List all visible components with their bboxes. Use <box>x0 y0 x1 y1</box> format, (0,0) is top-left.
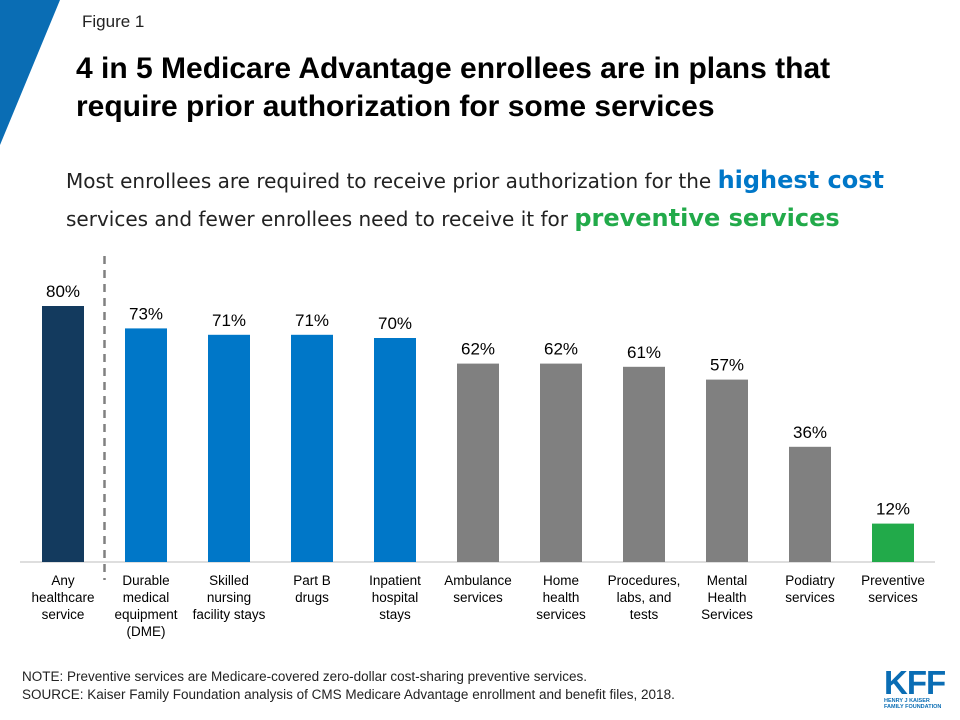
footnotes: NOTE: Preventive services are Medicare-c… <box>22 668 675 704</box>
value-label-6: 62% <box>544 340 578 359</box>
bar-7 <box>623 366 665 562</box>
kff-logo-line-1: HENRY J KAISER <box>884 698 930 704</box>
bar-2 <box>208 334 250 562</box>
chart-subtitle: Most enrollees are required to receive p… <box>66 162 946 238</box>
kff-logo-mark: KFF <box>884 664 946 701</box>
bar-3 <box>291 334 333 562</box>
subtitle-highlight-highest-cost: highest cost <box>717 166 885 194</box>
subtitle-highlight-preventive: preventive services <box>574 204 840 232</box>
bar-1 <box>125 328 167 562</box>
subtitle-part-1: Most enrollees are required to receive p… <box>66 169 718 193</box>
category-label-9: Podiatry services <box>785 573 835 605</box>
value-label-2: 71% <box>212 311 246 330</box>
corner-accent-triangle <box>0 0 60 145</box>
category-label-10: Preventive services <box>861 573 925 605</box>
value-label-0: 80% <box>46 282 80 301</box>
bar-chart: 80% Any healthcare service 73% Durable medical… <box>20 256 935 639</box>
value-label-5: 62% <box>461 340 495 359</box>
category-label-8: Mental Health Services <box>701 573 753 622</box>
value-label-8: 57% <box>710 356 744 375</box>
kff-logo: KFF HENRY J KAISER FAMILY FOUNDATION <box>884 664 946 710</box>
category-label-2: Skilled nursing facility stays <box>193 573 266 622</box>
subtitle-part-2: services and fewer enrollees need to rec… <box>66 207 575 231</box>
category-label-4: Inpatient hospital stays <box>369 573 421 622</box>
category-label-1: Durable medical equipment (DME) <box>114 573 177 639</box>
bar-9 <box>789 446 831 562</box>
category-label-0: Any healthcare service <box>31 573 94 622</box>
figure-label: Figure 1 <box>82 12 145 31</box>
category-label-6: Home health services <box>536 573 586 622</box>
value-label-4: 70% <box>378 314 412 333</box>
category-label-7: Procedures, labs, and tests <box>608 573 681 622</box>
value-label-1: 73% <box>129 304 163 323</box>
value-label-3: 71% <box>295 311 329 330</box>
kff-logo-line-2: FAMILY FOUNDATION <box>884 704 942 710</box>
category-label-5: Ambulance services <box>444 573 512 605</box>
bar-6 <box>540 363 582 562</box>
bar-5 <box>457 363 499 562</box>
value-label-7: 61% <box>627 343 661 362</box>
note-text: NOTE: Preventive services are Medicare-c… <box>22 669 587 684</box>
bar-10 <box>872 523 914 562</box>
bar-4 <box>374 338 416 562</box>
source-text: SOURCE: Kaiser Family Foundation analysi… <box>22 687 675 702</box>
chart-title: 4 in 5 Medicare Advantage enrollees are … <box>76 52 831 123</box>
value-label-9: 36% <box>793 423 827 442</box>
bar-8 <box>706 379 748 562</box>
bar-0 <box>42 306 84 562</box>
value-label-10: 12% <box>876 500 910 519</box>
